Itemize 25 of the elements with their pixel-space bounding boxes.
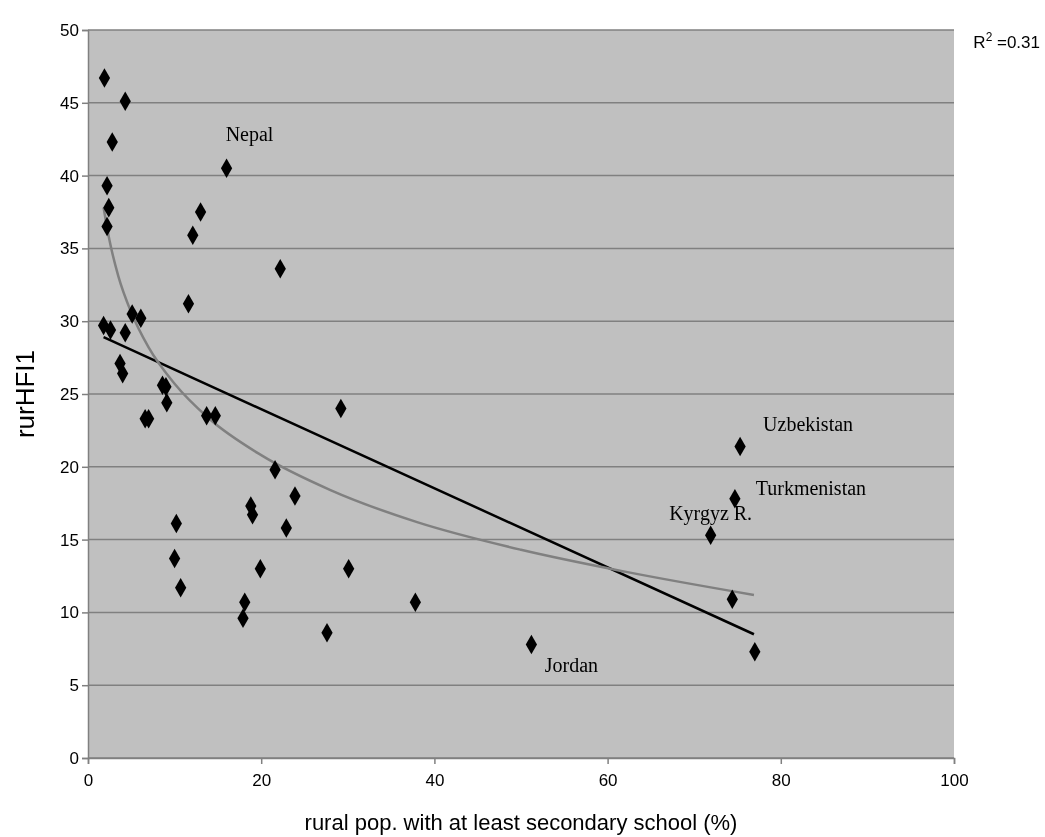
- y-tick-label: 0: [69, 748, 79, 768]
- y-tick-label: 50: [60, 20, 79, 40]
- y-tick-label: 45: [60, 93, 79, 113]
- y-tick-label: 15: [60, 530, 79, 550]
- annotation: Kyrgyz R.: [669, 501, 753, 525]
- y-axis-title: rurHFI1: [10, 349, 40, 439]
- text: R$^{2}$ =0.31: [973, 30, 1040, 52]
- y-tick-label: 35: [60, 239, 79, 259]
- annotation: Turkmenistan: [755, 477, 867, 500]
- x-axis-title: rural pop. with at least secondary school (%): [304, 810, 738, 835]
- annotation: Uzbekistan: [763, 413, 854, 436]
- annotation: Jordan: [544, 654, 599, 677]
- x-tick-label: 40: [425, 770, 445, 790]
- annotation: Nepal: [225, 122, 274, 146]
- y-tick-label: 40: [60, 166, 79, 186]
- x-tick-label: 80: [771, 770, 791, 790]
- x-tick-label: 100: [940, 770, 969, 790]
- y-tick-label: 25: [60, 384, 79, 404]
- y-tick-label: 5: [69, 676, 79, 696]
- x-tick-label: 60: [598, 770, 618, 790]
- x-tick-label: 20: [252, 770, 272, 790]
- x-tick-label: 0: [83, 770, 94, 790]
- y-tick-label: 10: [60, 603, 79, 623]
- y-tick-label: 20: [60, 457, 79, 477]
- y-tick-label: 30: [60, 312, 79, 332]
